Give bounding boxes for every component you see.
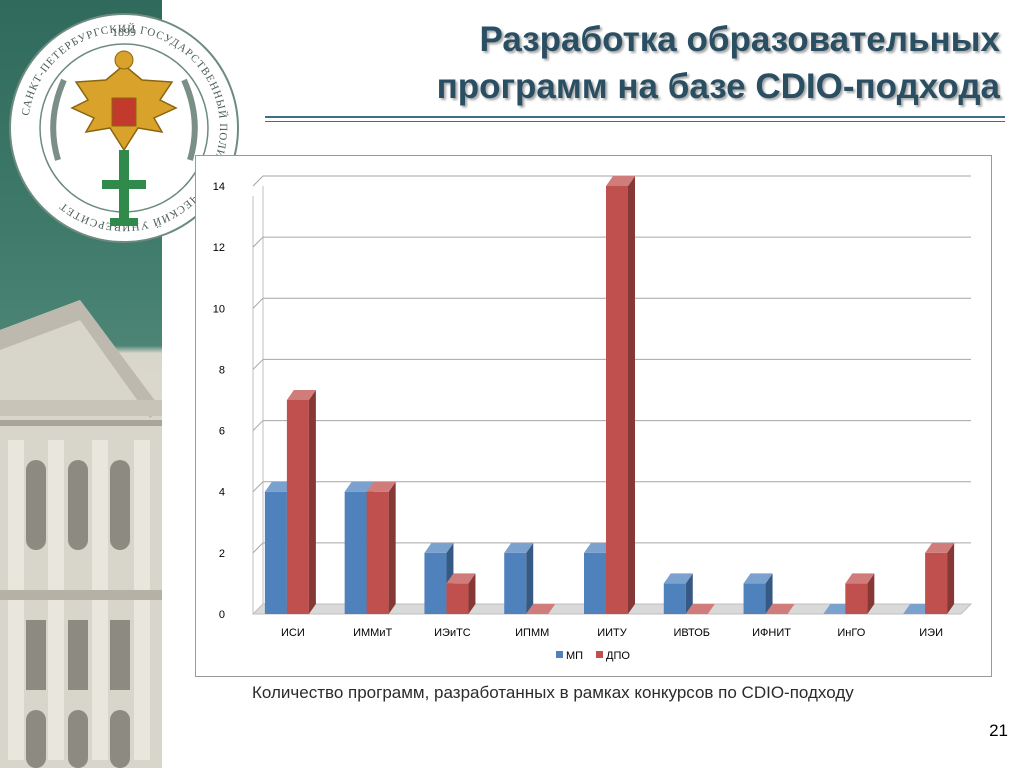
- bar-top: [823, 604, 853, 614]
- bar-front: [286, 400, 309, 614]
- y-tick-label: 6: [219, 426, 225, 438]
- bar-dpo: [446, 573, 476, 614]
- bar-front: [344, 491, 367, 614]
- bar-chart-frame: 0 2 4 6 8 10 12 14 ИСИ ИММиТ ИЭиТС ИПММ ИИТУ ИВТОБ ИФН…: [195, 155, 992, 677]
- bar-side: [765, 573, 773, 614]
- x-tick-label: ИММиТ: [353, 627, 392, 639]
- bar-front: [743, 583, 766, 614]
- bar-side: [867, 573, 875, 614]
- bar-mp: [663, 573, 693, 614]
- bar-top: [606, 176, 635, 186]
- bar-top: [903, 604, 933, 614]
- x-tick-label: ИПММ: [515, 627, 549, 639]
- bar-front: [925, 552, 948, 614]
- title-divider: [265, 116, 1005, 118]
- bar-front: [504, 552, 527, 614]
- y-tick-label: 4: [219, 487, 225, 499]
- bar-mp: [823, 604, 853, 614]
- bar-top: [504, 542, 534, 553]
- x-tick-label: ИВТОБ: [674, 627, 711, 639]
- bar-top: [526, 604, 556, 614]
- slide-title-line1: Разработка образовательных: [479, 20, 1000, 59]
- bar-top: [366, 481, 396, 492]
- legend-label-dpo: ДПО: [606, 650, 630, 662]
- y-tick-label: 14: [213, 181, 225, 193]
- bar-dpo: [526, 604, 556, 614]
- bar-side: [468, 573, 476, 614]
- emblem-year: 1899: [112, 25, 136, 39]
- bar-front: [424, 552, 447, 614]
- bar-top: [584, 542, 613, 553]
- x-tick-label: ИИТУ: [597, 627, 628, 639]
- gridline-diagonal: [252, 236, 264, 248]
- bar-side: [947, 542, 955, 614]
- bar-top: [286, 390, 316, 400]
- slide-title: Разработка образовательных программ на б…: [270, 16, 1000, 110]
- x-tick-label: ИЭиТС: [434, 627, 471, 639]
- y-tick-label: 8: [219, 364, 225, 376]
- bar-top: [344, 481, 374, 492]
- bar-top: [925, 542, 955, 553]
- bar-dpo: [685, 604, 715, 614]
- y-tick-label: 2: [219, 548, 225, 560]
- y-tick-label: 0: [219, 609, 225, 621]
- legend-swatch-mp: [556, 651, 563, 658]
- page-number: 21: [989, 721, 1008, 740]
- bar-top: [264, 481, 294, 492]
- y-tick-label: 10: [213, 303, 225, 315]
- gridline-diagonal: [252, 297, 264, 309]
- bar-top: [446, 573, 476, 584]
- slide-title-line2: программ на базе CDIO-подхода: [436, 67, 1000, 106]
- x-tick-label: ИнГО: [837, 627, 865, 639]
- bar-top: [765, 604, 795, 614]
- bar-dpo: [845, 573, 875, 614]
- building-facade-image: [0, 300, 162, 768]
- title-divider-thin: [265, 121, 1005, 122]
- x-tick-label: ИФНИТ: [752, 627, 791, 639]
- bar-front: [366, 491, 389, 614]
- bar-front: [606, 186, 628, 614]
- bar-chart: 0 2 4 6 8 10 12 14 ИСИ ИММиТ ИЭиТС ИПММ ИИТУ ИВТОБ ИФН…: [213, 175, 973, 662]
- x-tick-label: ИЭИ: [919, 627, 943, 639]
- gridline-diagonal: [252, 481, 264, 493]
- bar-side: [628, 176, 635, 614]
- legend-label-mp: МП: [566, 650, 583, 662]
- bar-side: [388, 481, 396, 614]
- bar-front: [264, 491, 287, 614]
- bar-front: [446, 583, 469, 614]
- bar-dpo: [366, 481, 396, 614]
- chart-caption: Количество программ, разработанных в рам…: [252, 683, 854, 702]
- bar-top: [845, 573, 875, 584]
- gridline-diagonal: [252, 359, 264, 370]
- bar-dpo: [286, 390, 316, 614]
- bar-front: [845, 583, 868, 614]
- gridline-diagonal: [252, 420, 264, 431]
- bar-top: [424, 542, 454, 553]
- bar-side: [526, 542, 534, 614]
- x-tick-label: ИСИ: [281, 627, 305, 639]
- bar-front: [663, 583, 686, 614]
- bar-dpo: [765, 604, 795, 614]
- bar-mp: [743, 573, 773, 614]
- legend-swatch-dpo: [596, 651, 603, 658]
- university-emblem-logo: САНКТ-ПЕТЕРБУРГСКИЙ ГОСУДАРСТВЕННЫЙ ПОЛИ…: [9, 13, 239, 243]
- y-tick-label: 12: [213, 242, 225, 254]
- bar-top: [663, 573, 693, 584]
- bar-dpo: [925, 542, 955, 614]
- bar-mp: [903, 604, 933, 614]
- bar-mp: [504, 542, 534, 614]
- bar-dpo: [606, 176, 635, 614]
- gridline-diagonal: [252, 175, 264, 187]
- bar-front: [584, 552, 606, 614]
- gridline-diagonal: [252, 542, 264, 554]
- bar-top: [685, 604, 715, 614]
- bar-side: [685, 573, 693, 614]
- bar-top: [743, 573, 773, 584]
- bar-side: [308, 390, 316, 614]
